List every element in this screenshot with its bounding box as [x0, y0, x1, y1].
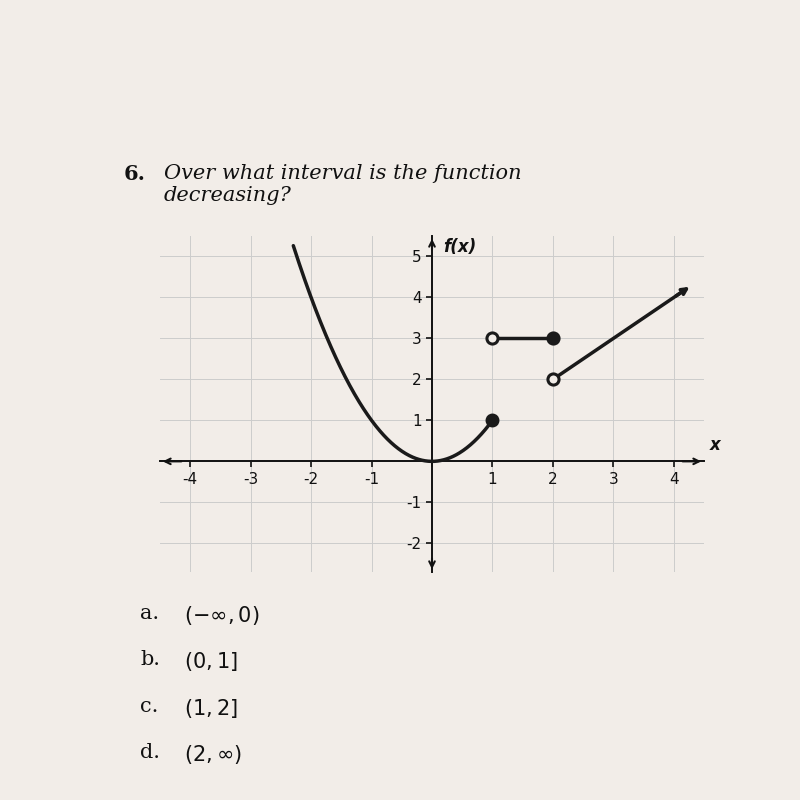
Text: $(-\infty, 0)$: $(-\infty, 0)$: [184, 604, 259, 627]
Text: a.: a.: [140, 604, 159, 623]
Text: $(2, \infty)$: $(2, \infty)$: [184, 743, 242, 766]
Text: d.: d.: [140, 743, 160, 762]
Text: $(0, 1]$: $(0, 1]$: [184, 650, 238, 674]
Text: $(1, 2]$: $(1, 2]$: [184, 697, 238, 720]
Text: b.: b.: [140, 650, 160, 670]
Text: Over what interval is the function
decreasing?: Over what interval is the function decre…: [164, 164, 522, 205]
Text: c.: c.: [140, 697, 158, 716]
Text: f(x): f(x): [443, 238, 476, 256]
Text: x: x: [710, 436, 721, 454]
Text: 6.: 6.: [124, 164, 146, 184]
